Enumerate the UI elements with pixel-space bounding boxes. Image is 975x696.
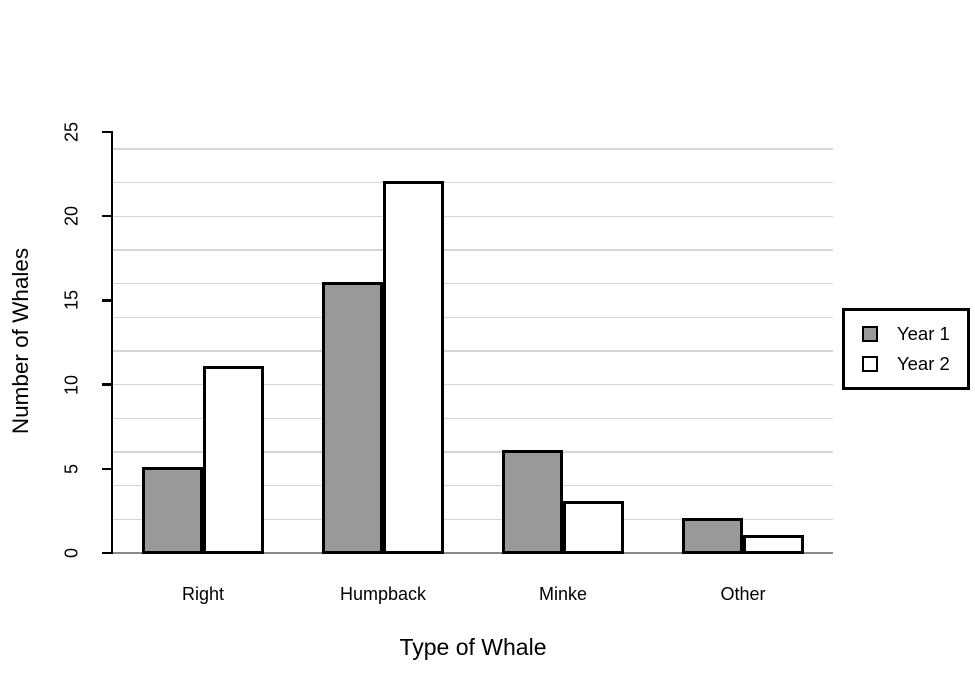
gridline-y-20 bbox=[113, 215, 833, 217]
x-category-label-minke: Minke bbox=[538, 584, 588, 604]
y-tick-label-text: 5 bbox=[61, 463, 82, 474]
x-axis-baseline bbox=[113, 552, 833, 554]
y-tick-label-text: 15 bbox=[61, 290, 82, 311]
legend-swatch-year-1 bbox=[862, 326, 878, 342]
y-tick-25 bbox=[102, 130, 112, 134]
bar-year-1-right bbox=[142, 467, 203, 555]
y-tick-0 bbox=[102, 551, 112, 555]
y-tick-20 bbox=[102, 215, 112, 218]
y-tick-15 bbox=[102, 299, 112, 302]
legend-label: Year 2 bbox=[897, 353, 950, 374]
gridline-y-22 bbox=[113, 181, 833, 184]
bar-year-1-humpback bbox=[322, 282, 383, 555]
gridline-y-8 bbox=[113, 417, 833, 419]
bar-year-1-minke bbox=[502, 450, 563, 555]
gridline-y-10 bbox=[113, 383, 833, 386]
x-category-label-right: Right bbox=[181, 584, 225, 604]
x-category-label-humpback: Humpback bbox=[339, 584, 427, 604]
x-category-label-other: Other bbox=[720, 584, 766, 604]
gridline-y-12 bbox=[113, 350, 833, 352]
bar-year-1-other bbox=[682, 517, 743, 555]
legend-label: Year 1 bbox=[897, 323, 950, 344]
legend-item-year-2: Year 2 bbox=[862, 353, 967, 375]
y-axis-line bbox=[111, 131, 114, 554]
bar-year-2-minke bbox=[563, 500, 624, 555]
gridline-y-6 bbox=[113, 451, 833, 453]
x-axis-title: Type of Whale bbox=[399, 634, 547, 660]
y-tick-label-text: 10 bbox=[61, 374, 82, 395]
gridline-y-16 bbox=[113, 282, 833, 285]
bar-year-2-humpback bbox=[383, 181, 444, 555]
y-axis-title-text: Number of Whales bbox=[8, 247, 33, 435]
legend: Year 1 Year 2 bbox=[842, 308, 970, 390]
y-tick-label-text: 25 bbox=[61, 121, 82, 143]
bar-year-2-other bbox=[743, 534, 804, 555]
gridline-y-2 bbox=[113, 518, 833, 520]
legend-swatch-year-2 bbox=[862, 356, 878, 372]
gridline-y-18 bbox=[113, 249, 833, 251]
y-tick-10 bbox=[102, 383, 112, 386]
legend-item-year-1: Year 1 bbox=[862, 323, 967, 345]
y-tick-label-text: 0 bbox=[61, 547, 82, 559]
y-tick-5 bbox=[102, 467, 112, 470]
bar-year-2-right bbox=[203, 366, 264, 555]
gridline-y-24 bbox=[113, 148, 833, 150]
gridline-y-4 bbox=[113, 484, 833, 487]
y-tick-label-text: 20 bbox=[61, 206, 82, 227]
gridline-y-14 bbox=[113, 316, 833, 318]
